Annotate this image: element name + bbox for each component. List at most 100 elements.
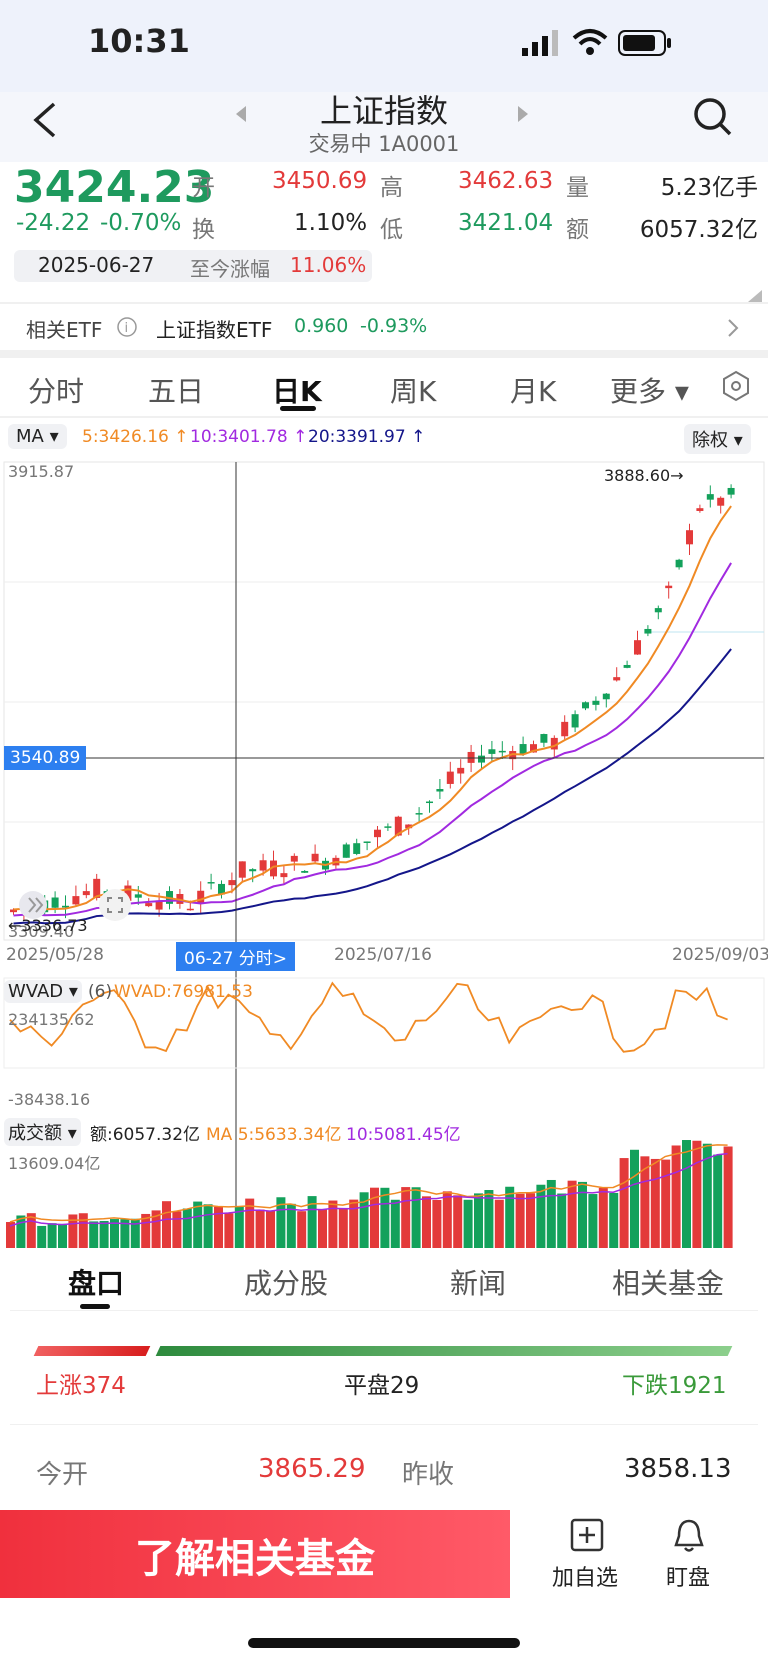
- settings-icon[interactable]: [720, 370, 752, 402]
- volume-bar: [151, 1210, 161, 1248]
- volume-bar: [723, 1146, 733, 1248]
- status-bar: 10:31: [0, 0, 768, 92]
- turnover-value: 1.10%: [294, 210, 368, 236]
- page-title: 上证指数: [319, 92, 448, 130]
- candle: [207, 882, 215, 884]
- candle: [675, 559, 683, 568]
- candle: [571, 714, 579, 728]
- prev-icon[interactable]: [234, 104, 248, 124]
- x-label-end: 2025/09/03: [672, 945, 768, 965]
- volume-bar: [682, 1140, 691, 1248]
- period-tabs: 分时 五日 日K 周K 月K 更多 ▾: [0, 356, 768, 416]
- candle: [686, 530, 693, 545]
- tab-more[interactable]: 更多 ▾: [610, 375, 689, 408]
- signal-icon: [522, 30, 558, 56]
- wvad-selector[interactable]: WVAD ▾: [4, 980, 82, 1003]
- candle: [280, 873, 288, 878]
- tab-order-book[interactable]: 盘口: [68, 1267, 125, 1300]
- volume-bar: [442, 1191, 452, 1248]
- vol-top-label: 13609.04亿: [8, 1154, 101, 1173]
- volume-bar: [713, 1154, 723, 1248]
- related-funds-button[interactable]: 了解相关基金: [0, 1510, 510, 1598]
- add-watchlist-button[interactable]: 加自选: [548, 1518, 628, 1598]
- volume-bar: [78, 1213, 88, 1248]
- adjust-selector[interactable]: 除权 ▾: [684, 424, 751, 454]
- prev-close-label: 昨收: [402, 1460, 455, 1490]
- open-value: 3450.69: [272, 168, 368, 194]
- breadth-up-bar: [33, 1346, 151, 1356]
- vol-ma5-line: [9, 1144, 728, 1223]
- volume-bar: [557, 1193, 567, 1248]
- candle: [550, 737, 558, 750]
- volume-bar: [120, 1219, 130, 1248]
- tab-intraday[interactable]: 分时: [28, 375, 85, 408]
- candle: [415, 813, 423, 815]
- collapse-icon[interactable]: [18, 890, 52, 920]
- expand-corner-icon[interactable]: [748, 290, 762, 302]
- candle: [457, 767, 465, 774]
- max-price-label: 3888.60→: [604, 466, 684, 485]
- volume-bar: [99, 1220, 109, 1248]
- bottom-bar: 了解相关基金 加自选 盯盘: [0, 1510, 768, 1662]
- add-watchlist-label: 加自选: [552, 1566, 619, 1591]
- candle: [592, 700, 600, 705]
- volume-bar: [297, 1211, 307, 1248]
- search-icon[interactable]: [692, 96, 734, 138]
- tab-constituents[interactable]: 成分股: [244, 1267, 329, 1300]
- x-label-start: 2025/05/28: [6, 945, 104, 965]
- ma20-value: 20:3391.97 ↑: [308, 427, 426, 447]
- open-label: 开: [192, 175, 215, 201]
- vol-selector[interactable]: 成交额 ▾: [4, 1118, 81, 1146]
- back-icon[interactable]: [30, 100, 60, 140]
- next-icon[interactable]: [516, 104, 530, 124]
- tab-five-day[interactable]: 五日: [148, 375, 205, 408]
- candle: [363, 841, 371, 843]
- volume-bar: [162, 1201, 171, 1248]
- bell-icon: [674, 1519, 704, 1552]
- monitor-button[interactable]: 盯盘: [660, 1518, 720, 1598]
- tab-news[interactable]: 新闻: [450, 1267, 507, 1300]
- etf-change: -0.93%: [360, 315, 428, 337]
- high-value: 3462.63: [458, 168, 554, 194]
- ma-legend: MA ▾ 5:3426.16 ↑ 10:3401.78 ↑ 20:3391.97…: [0, 422, 768, 456]
- tab-monthly-k[interactable]: 月K: [510, 375, 557, 408]
- volume-bar: [494, 1199, 504, 1248]
- kline-chart[interactable]: [0, 458, 768, 1248]
- home-indicator: [248, 1638, 520, 1648]
- volume-bar: [702, 1143, 712, 1248]
- volume-bar: [193, 1201, 203, 1248]
- candle: [654, 608, 662, 613]
- volume-value: 5.23亿手: [660, 175, 758, 201]
- tab-daily-k[interactable]: 日K: [272, 375, 322, 408]
- candle: [249, 869, 257, 872]
- volume-bar: [567, 1180, 577, 1248]
- cta-label: 了解相关基金: [135, 1536, 375, 1582]
- info-icon[interactable]: i: [116, 316, 138, 338]
- vol-ma10: 10:5081.45亿: [346, 1125, 461, 1145]
- ma-selector[interactable]: MA ▾: [8, 424, 67, 449]
- breadth-flat-label: 平盘29: [344, 1373, 420, 1399]
- wvad-param: (6): [88, 982, 113, 1002]
- candle: [582, 702, 589, 709]
- candle: [10, 909, 17, 913]
- divider: [0, 302, 768, 304]
- etf-row[interactable]: 相关ETF i 上证指数ETF 0.960 -0.93%: [0, 306, 768, 350]
- candle: [311, 853, 319, 862]
- fullscreen-icon[interactable]: [98, 888, 132, 922]
- candle: [155, 900, 163, 910]
- volume-bar: [318, 1209, 327, 1248]
- ma10-value: 10:3401.78 ↑: [190, 427, 308, 447]
- tab-weekly-k[interactable]: 周K: [390, 375, 437, 408]
- candle: [301, 870, 309, 873]
- candle: [706, 494, 714, 500]
- volume-bar: [276, 1197, 286, 1248]
- wvad-top-label: 234135.62: [8, 1010, 95, 1029]
- tab-related-funds[interactable]: 相关基金: [612, 1267, 725, 1300]
- volume-bar: [182, 1208, 192, 1248]
- crosshair-date-label[interactable]: 06-27 分时>: [176, 942, 296, 971]
- volume-bar: [640, 1156, 650, 1248]
- candle: [519, 744, 527, 755]
- volume-bar: [588, 1194, 598, 1248]
- volume-bar: [390, 1199, 400, 1248]
- breadth-down-label: 下跌1921: [622, 1373, 727, 1399]
